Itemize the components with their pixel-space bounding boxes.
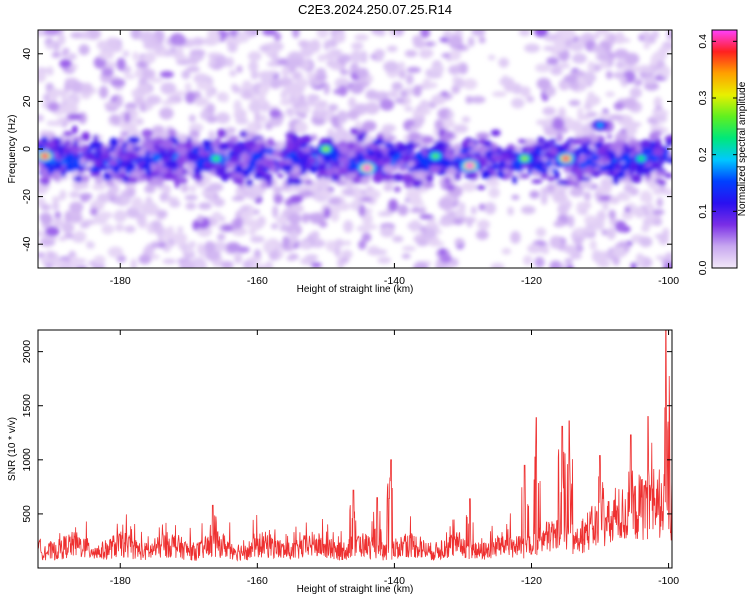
colorbar-tick-label: 0.0 [697, 261, 709, 276]
snr-x-tick-label: -160 [247, 575, 268, 587]
spectrogram-x-tick-label: -160 [247, 275, 268, 287]
snr-x-tick-label: -100 [658, 575, 679, 587]
spectrogram-y-tick-label: -20 [21, 189, 33, 204]
spectrogram-x-tick-label: -140 [384, 275, 405, 287]
snr-y-tick-label: 1000 [21, 448, 33, 472]
colorbar-gradient [711, 29, 738, 269]
snr-panel: -180 -160 -140 -120 -100 500 1000 1500 2000 Hei… [7, 329, 679, 595]
spectrogram-x-tick-label: -120 [521, 275, 542, 287]
spectrogram-x-axis-label: Height of straight line (km) [297, 284, 414, 295]
spectrogram-y-tick-label: 40 [21, 48, 33, 60]
colorbar: 0.0 0.1 0.2 0.3 0.4 Normalized spectral ampl… [697, 29, 748, 276]
snr-y-tick-label: 1500 [21, 394, 33, 418]
spectrogram-x-tick-label: -180 [110, 275, 131, 287]
spectrogram-y-tick-label: 20 [21, 95, 33, 107]
spectrogram-y-tick-label: -40 [21, 236, 33, 251]
snr-x-axis-label: Height of straight line (km) [297, 584, 414, 595]
snr-y-tick-label: 2000 [21, 340, 33, 364]
snr-x-tick-label: -180 [110, 575, 131, 587]
colorbar-tick-label: 0.3 [697, 91, 709, 106]
colorbar-tick-label: 0.2 [697, 147, 709, 162]
spectrogram-y-axis-label: Frequency (Hz) [7, 115, 18, 184]
snr-series-line [38, 330, 672, 562]
snr-frame [37, 329, 673, 569]
colorbar-tick-label: 0.1 [697, 204, 709, 219]
spectrogram-y-tick-label: 0 [21, 146, 33, 152]
snr-x-tick-label: -120 [521, 575, 542, 587]
chart-title: C2E3.2024.250.07.25.R14 [298, 2, 452, 17]
colorbar-tick-label: 0.4 [697, 34, 709, 49]
snr-y-axis-label: SNR (10 * v/v) [7, 417, 18, 481]
snr-x-tick-label: -140 [384, 575, 405, 587]
colorbar-label: Normalized spectral amplitude [737, 81, 748, 216]
spectrogram-x-tick-label: -100 [658, 275, 679, 287]
spectrogram-image [38, 30, 672, 268]
spectrogram-panel: -180 -160 -140 -120 -100 -40 -20 0 20 40 Height … [7, 29, 679, 295]
snr-y-tick-label: 500 [21, 505, 33, 523]
